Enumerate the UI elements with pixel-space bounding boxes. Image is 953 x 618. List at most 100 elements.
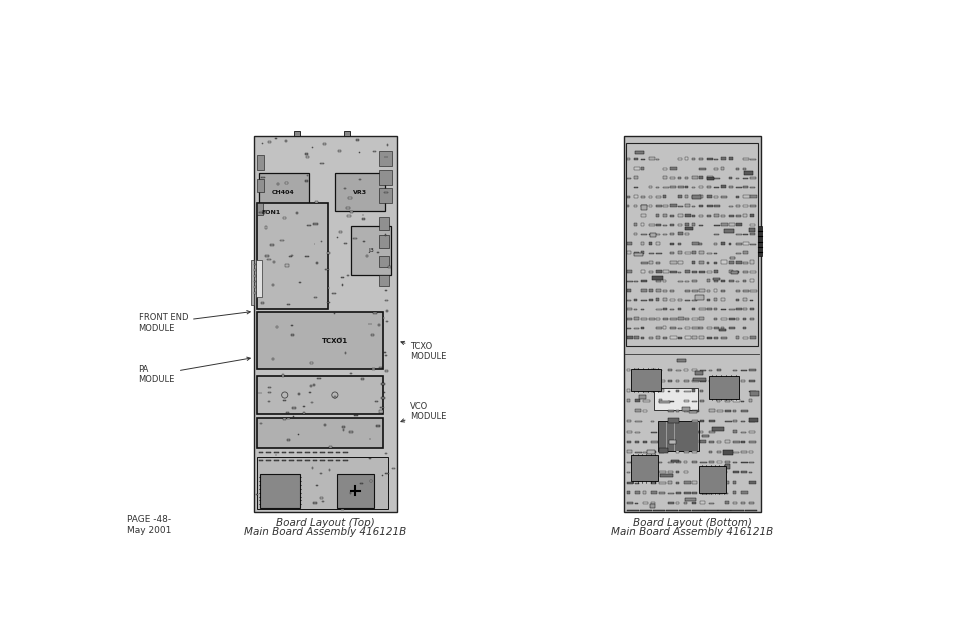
Bar — [675, 451, 678, 453]
Bar — [677, 252, 681, 254]
Bar — [750, 300, 753, 301]
Bar — [384, 156, 388, 158]
Bar — [732, 481, 735, 484]
Bar — [314, 243, 315, 244]
Bar — [268, 401, 270, 402]
Bar — [293, 415, 294, 418]
Text: Main Board Assembly 416121B: Main Board Assembly 416121B — [611, 527, 773, 537]
Bar — [675, 390, 679, 392]
Bar — [253, 275, 255, 277]
Bar — [749, 421, 754, 423]
Bar — [635, 380, 638, 381]
Bar — [640, 300, 646, 301]
Bar — [634, 281, 637, 282]
Bar — [626, 242, 631, 245]
Bar — [261, 143, 263, 144]
Bar — [256, 203, 262, 214]
Bar — [748, 418, 757, 423]
Bar — [626, 158, 629, 160]
Bar — [692, 431, 699, 433]
Bar — [349, 431, 353, 433]
Bar — [675, 502, 679, 504]
Bar — [360, 483, 363, 484]
Bar — [713, 270, 718, 273]
Bar — [742, 327, 745, 329]
Bar — [700, 493, 705, 494]
Bar — [383, 317, 384, 318]
Bar — [320, 460, 325, 461]
Bar — [642, 472, 648, 473]
Bar — [311, 402, 313, 403]
Bar — [716, 391, 722, 392]
Bar — [659, 471, 665, 473]
Bar — [626, 318, 632, 320]
Bar — [267, 258, 271, 260]
Bar — [713, 298, 717, 301]
Bar — [684, 290, 690, 292]
Bar — [713, 243, 717, 245]
Bar — [724, 410, 730, 412]
Bar — [742, 271, 747, 273]
Bar — [630, 455, 658, 481]
Bar — [690, 422, 697, 451]
Bar — [640, 309, 643, 310]
Bar — [640, 159, 644, 160]
Bar — [692, 410, 698, 412]
Bar — [735, 290, 740, 292]
Bar — [708, 441, 713, 443]
Bar — [742, 308, 746, 310]
Bar — [750, 260, 753, 263]
Bar — [692, 451, 696, 453]
Bar — [626, 462, 630, 464]
Bar — [740, 462, 747, 464]
Bar — [675, 370, 680, 371]
Bar — [651, 431, 657, 433]
Bar — [635, 483, 639, 484]
Bar — [341, 426, 345, 428]
Bar — [265, 226, 267, 229]
Bar — [379, 188, 392, 203]
Bar — [258, 452, 263, 453]
Bar — [658, 422, 665, 451]
Bar — [315, 201, 318, 203]
Bar — [667, 442, 671, 443]
Bar — [749, 462, 753, 464]
Bar — [328, 287, 329, 289]
Bar — [724, 472, 726, 473]
Bar — [667, 462, 673, 464]
Bar — [750, 318, 753, 320]
Bar — [720, 223, 727, 226]
Bar — [651, 462, 656, 464]
Bar — [695, 295, 703, 300]
Bar — [642, 410, 646, 412]
Bar — [379, 275, 389, 286]
Bar — [675, 460, 680, 464]
Bar — [735, 187, 741, 188]
Bar — [740, 471, 746, 473]
Bar — [693, 378, 705, 381]
Bar — [662, 308, 666, 310]
Bar — [713, 234, 719, 235]
Bar — [691, 195, 700, 200]
Bar — [648, 337, 653, 339]
Bar — [372, 368, 375, 370]
Bar — [740, 410, 747, 412]
Bar — [699, 168, 705, 169]
Bar — [706, 195, 711, 198]
Bar — [270, 243, 274, 246]
Bar — [649, 504, 655, 507]
Bar — [699, 251, 703, 254]
Bar — [655, 281, 660, 282]
Bar — [750, 205, 756, 207]
Bar — [740, 421, 744, 423]
Bar — [677, 224, 681, 226]
Bar — [635, 503, 638, 504]
Bar — [662, 337, 666, 339]
Text: PAGE -48-
May 2001: PAGE -48- May 2001 — [127, 515, 172, 535]
Bar — [255, 260, 261, 297]
Bar — [750, 279, 754, 282]
Bar — [662, 225, 666, 226]
Bar — [675, 410, 679, 412]
Bar — [699, 336, 703, 339]
Bar — [742, 280, 745, 282]
